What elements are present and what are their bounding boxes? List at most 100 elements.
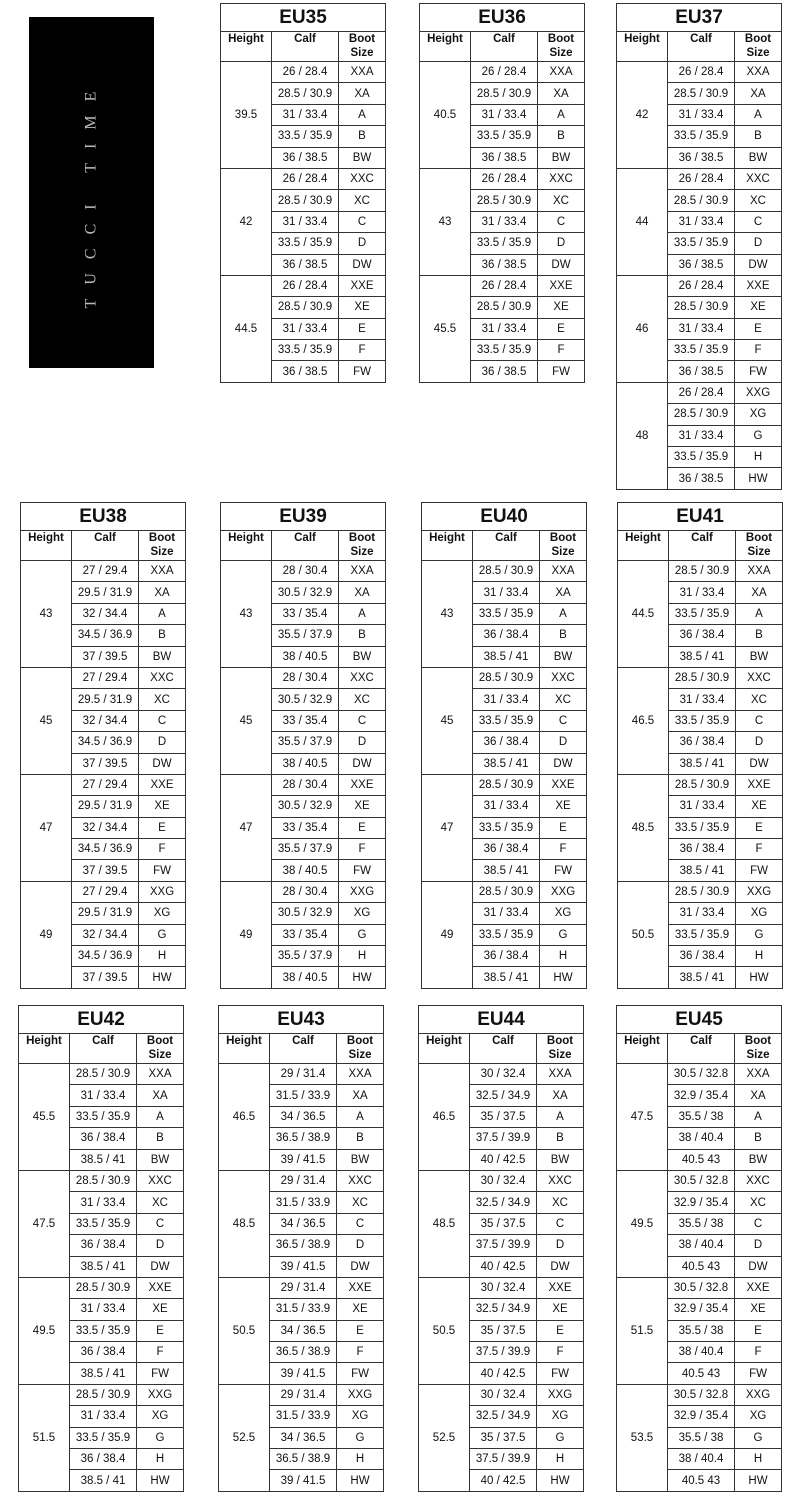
table-row: 39 / 41.5 BW [219,1148,385,1171]
boot-size-cell: BW [135,1148,185,1171]
boot-size-cell: BW [137,645,187,668]
boot-size-cell: FW [535,1362,585,1385]
calf-cell: 38 / 40.4 [667,1341,735,1364]
height-cell: 49.5 [616,1169,668,1278]
calf-cell: 36 / 38.5 [667,253,735,276]
calf-cell: 31 / 33.4 [472,795,540,818]
table-title: EU42 [17,1005,185,1034]
boot-size-cell: XC [137,688,187,711]
height-cell: 43 [20,560,72,668]
header-height: Height [20,530,72,561]
calf-cell: 38.5 / 41 [472,645,540,668]
boot-size-cell: XXA [536,60,586,84]
table-row: 48.5 29 / 31.4 XXC [218,1169,385,1278]
table-row: 39 / 41.5 HW [219,1469,385,1492]
boot-size-cell: B [734,624,784,647]
table-row: 31 / 33.4 XA [19,1084,185,1107]
calf-cell: 31 / 33.4 [668,688,736,711]
calf-cell: 36 / 38.4 [668,731,736,754]
boot-size-cell: XXC [335,1169,385,1193]
calf-cell: 36.5 / 38.9 [269,1341,337,1364]
calf-cell: 32 / 34.4 [71,709,139,733]
table-row: 35.5 / 38 E [617,1319,783,1343]
height-cell: 46.5 [418,1063,470,1171]
calf-cell: 28.5 / 30.9 [668,773,736,797]
calf-cell: 28.5 / 30.9 [470,296,538,319]
calf-cell: 33.5 / 35.9 [472,923,540,947]
boot-size-cell: DW [135,1255,185,1278]
boot-size-cell: A [335,1105,385,1129]
table-row: 52.5 29 / 31.4 XXG [218,1383,385,1492]
boot-size-cell: XC [733,1191,783,1214]
boot-size-cell: XG [733,1405,783,1428]
boot-size-cell: G [734,923,784,947]
boot-size-cell: XXE [538,773,588,797]
header-calf: Calf [69,1033,137,1064]
calf-cell: 36 / 38.4 [668,945,736,968]
table-row: 38.5 / 41 HW [422,966,588,989]
table-row: 33.5 / 35.9 C [422,709,588,733]
calf-cell: 37 / 39.5 [71,966,139,989]
calf-cell: 38 / 40.4 [667,1234,735,1257]
boot-size-cell: E [137,816,187,840]
table-row: 36 / 38.5 DW [617,253,783,276]
table-row: 30.5 / 32.9 XC [221,688,387,711]
height-cell: 42 [220,167,272,276]
boot-size-cell: C [536,210,586,234]
boot-size-cell: HW [734,966,784,989]
height-cell: 47.5 [18,1169,70,1278]
table-row: 33.5 / 35.9 F [420,339,586,362]
calf-cell: 31 / 33.4 [69,1191,137,1214]
boot-size-cell: FW [335,1362,385,1385]
calf-cell: 30.5 / 32.9 [271,581,339,604]
table-row: 36 / 38.5 FW [617,360,783,383]
table-row: 38.5 / 41 HW [618,966,784,989]
boot-size-cell: B [733,1127,783,1150]
table-row: 29.5 / 31.9 XE [21,795,187,818]
boot-size-cell: HW [137,966,187,989]
calf-cell: 40.5 43 [667,1255,735,1278]
boot-size-cell: XE [538,795,588,818]
calf-cell: 36 / 38.5 [667,146,735,169]
boot-size-cell: XG [535,1405,585,1428]
boot-size-cell: XXG [734,880,784,904]
table-row: 33 / 35.4 G [221,923,387,947]
table-row: 36 / 38.4 B [618,624,784,647]
boot-size-cell: A [538,602,588,626]
calf-cell: 38.5 / 41 [69,1255,137,1278]
calf-cell: 34.5 / 36.9 [71,624,139,647]
table-row: 36 / 38.5 BW [420,146,586,169]
calf-cell: 36 / 38.5 [470,253,538,276]
calf-cell: 30.5 / 32.9 [271,688,339,711]
calf-cell: 36.5 / 38.9 [269,1448,337,1471]
boot-size-cell: XC [536,189,586,212]
calf-cell: 28.5 / 30.9 [668,880,736,904]
boot-size-cell: E [337,816,387,840]
table-row: 38.5 / 41 DW [422,752,588,775]
boot-size-cell: A [137,602,187,626]
calf-cell: 32 / 34.4 [71,923,139,947]
boot-size-cell: E [733,1319,783,1343]
table-row: 39 / 41.5 FW [219,1362,385,1385]
boot-size-cell: D [733,232,783,255]
boot-size-cell: XXA [733,60,783,84]
calf-cell: 30.5 / 32.9 [271,795,339,818]
boot-size-cell: XA [135,1084,185,1107]
table-row: 42 26 / 28.4 XXC [220,167,387,276]
height-cell: 45.5 [419,274,471,383]
table-title: EU40 [420,502,588,531]
brand-logo: TUCCI TIME [29,17,154,368]
logo-text: TUCCI TIME [82,77,100,308]
calf-cell: 33.5 / 35.9 [667,232,735,255]
boot-size-cell: E [535,1319,585,1343]
table-row: 33.5 / 35.9 G [422,923,588,947]
boot-size-cell: XXG [135,1383,185,1407]
size-table-eu36: EU36 Height Calf Boot Size 40.5 26 / 28.4 XXA 2… [418,3,586,383]
boot-size-cell: XE [137,795,187,818]
boot-size-cell: XC [337,189,387,212]
size-table-eu42: EU42 Height Calf Boot Size 45.5 28.5 / 30.9 XX… [17,1005,185,1492]
boot-size-cell: XXE [335,1276,385,1300]
table-row: 42 26 / 28.4 XXA [616,60,783,169]
height-cell: 42 [616,61,668,169]
table-row: 31 / 33.4 XG [618,902,784,925]
